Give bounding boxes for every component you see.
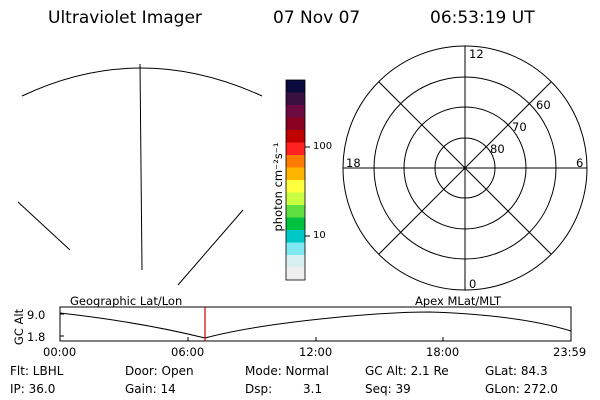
colorbar-swatch [286,255,305,268]
geo-horizon-arc [21,67,263,97]
info-dsp-label: Dsp: [245,382,273,396]
timeline-xtick-0000: 00:00 [43,345,77,359]
polar-lat-label-60: 60 [536,98,551,112]
info-gain: Gain: 14 [125,382,176,396]
timeline-ytick-top: 9.0 [27,308,46,322]
polar-lat-label-80: 80 [490,142,505,156]
colorbar-swatch [286,92,305,106]
colorbar-swatch [286,180,305,193]
timeline-xtick-0600: 06:00 [171,345,205,359]
colorbar-tick-label-100: 100 [313,141,333,152]
colorbar-swatch [286,117,305,131]
polar-label-6: 6 [576,156,584,170]
colorbar-swatch [286,142,305,156]
colorbar-frame [285,79,306,281]
colorbar-swatch [286,130,305,143]
timeline-xtick-1800: 18:00 [426,345,460,359]
geo-edge-right [177,209,244,286]
colorbar-swatch [286,242,305,256]
colorbar-swatch [286,105,305,118]
info-gc-alt: GC Alt: 2.1 Re [365,364,449,378]
polar-label-18: 18 [346,156,361,170]
geo-meridian-line [139,63,143,271]
colorbar-swatch [286,217,305,231]
colorbar-swatch [286,267,305,281]
app-title: Ultraviolet Imager [48,8,202,28]
colorbar-tick-label-10: 10 [313,230,326,241]
timeline-xtick-2359: 23:59 [553,345,587,359]
polar-label-12: 12 [469,47,484,61]
colorbar-swatch [286,80,305,93]
polar-lat-label-70: 70 [512,120,527,134]
header-time: 06:53:19 UT [430,8,535,28]
timeline-title-left: Geographic Lat/Lon [70,294,183,308]
info-filter: Flt: LBHL [10,364,64,378]
info-door: Door: Open [125,364,194,378]
timeline-altitude-curve [59,311,572,339]
colorbar-swatch [286,167,305,181]
polar-diagonal-2 [378,81,552,255]
colorbar-swatch [286,192,305,206]
colorbar-swatch [286,205,305,218]
info-ip: IP: 36.0 [10,382,56,396]
info-seq: Seq: 39 [365,382,411,396]
info-glon: GLon: 272.0 [485,382,558,396]
timeline-title-right: Apex MLat/MLT [415,294,502,308]
polar-label-0: 0 [469,277,477,291]
timeline-xtick-1200: 12:00 [299,345,333,359]
colorbar-swatch [286,155,305,168]
geo-edge-left [17,201,71,251]
info-mode: Mode: Normal [245,364,329,378]
colorbar-swatch [286,230,305,243]
timeline-ytick-bottom: 1.8 [27,330,46,344]
header-date: 07 Nov 07 [273,8,361,28]
info-glat: GLat: 84.3 [485,364,548,378]
info-dsp-value: 3.1 [303,382,323,396]
